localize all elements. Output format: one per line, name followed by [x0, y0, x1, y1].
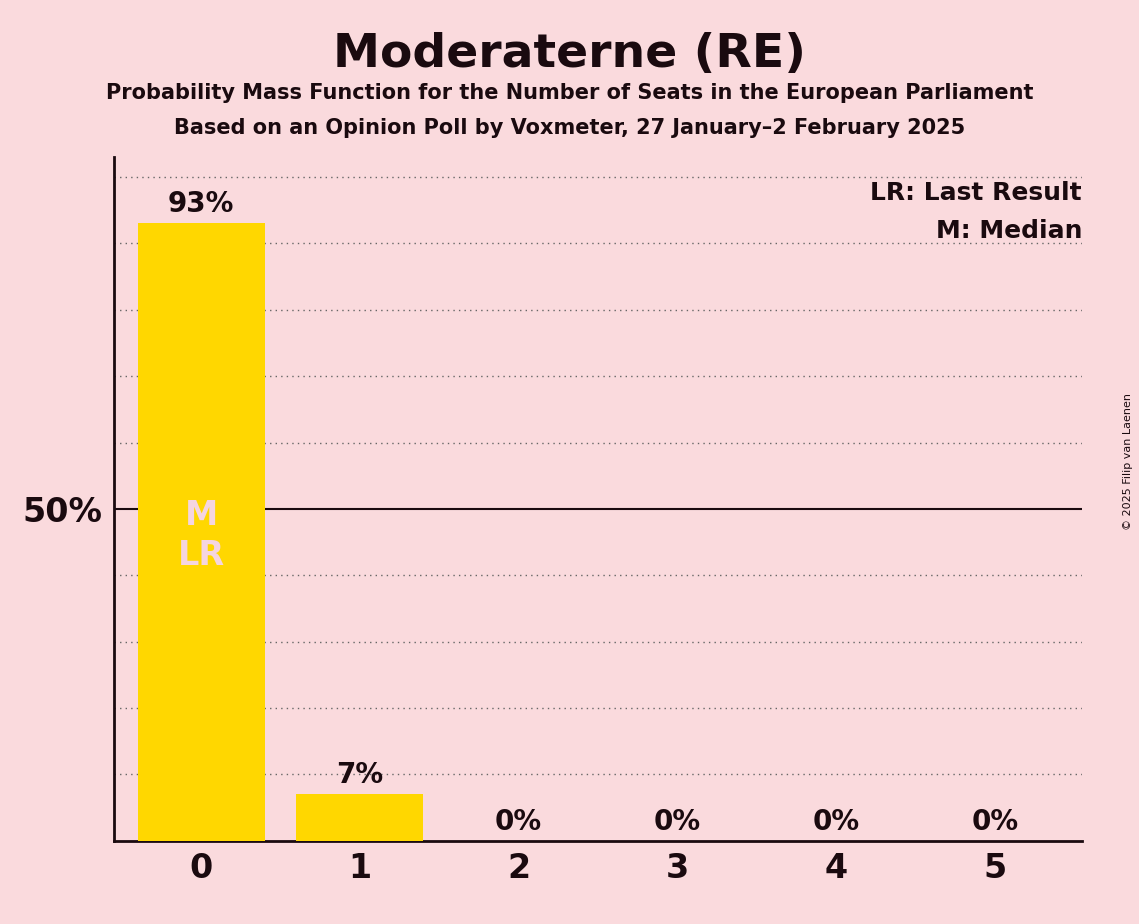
Text: 0%: 0%	[812, 808, 860, 835]
Text: © 2025 Filip van Laenen: © 2025 Filip van Laenen	[1123, 394, 1133, 530]
Text: Probability Mass Function for the Number of Seats in the European Parliament: Probability Mass Function for the Number…	[106, 83, 1033, 103]
Text: 93%: 93%	[169, 190, 235, 218]
Text: Moderaterne (RE): Moderaterne (RE)	[333, 32, 806, 78]
Text: LR: Last Result: LR: Last Result	[870, 181, 1082, 205]
Text: 7%: 7%	[336, 761, 384, 789]
Text: 0%: 0%	[654, 808, 700, 835]
Text: 0%: 0%	[972, 808, 1018, 835]
Text: M: Median: M: Median	[935, 219, 1082, 243]
Text: Based on an Opinion Poll by Voxmeter, 27 January–2 February 2025: Based on an Opinion Poll by Voxmeter, 27…	[174, 118, 965, 139]
Bar	[296, 795, 424, 841]
Text: M
LR: M LR	[178, 499, 224, 572]
Bar	[138, 224, 264, 841]
Text: 0%: 0%	[495, 808, 542, 835]
